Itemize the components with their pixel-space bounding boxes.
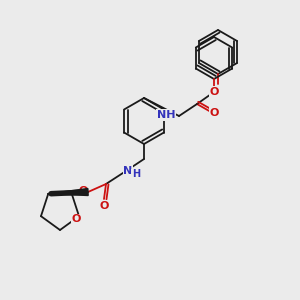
Text: NH: NH	[157, 110, 175, 120]
Text: O: O	[78, 186, 88, 196]
Polygon shape	[48, 188, 88, 196]
Text: O: O	[209, 108, 219, 118]
Text: O: O	[209, 87, 219, 97]
Text: H: H	[132, 169, 140, 179]
Text: N: N	[123, 166, 133, 176]
Text: O: O	[71, 214, 81, 224]
Text: O: O	[99, 201, 109, 211]
